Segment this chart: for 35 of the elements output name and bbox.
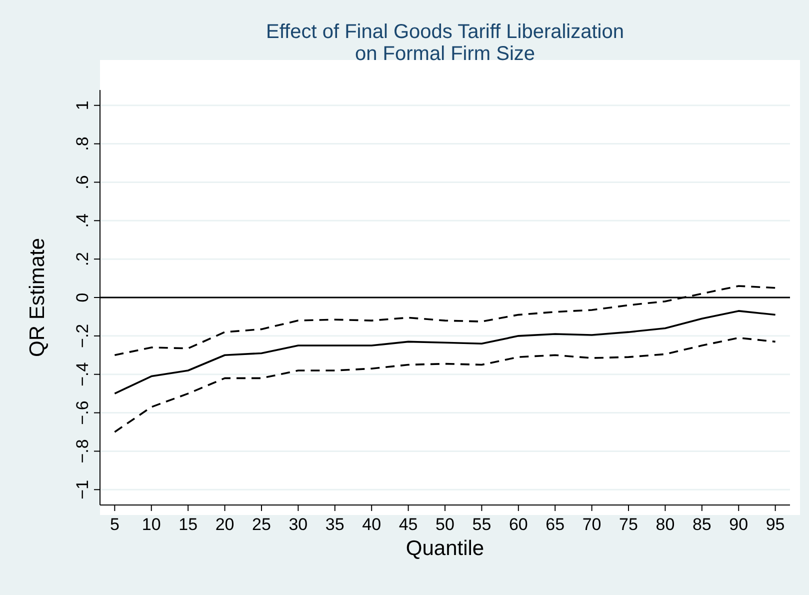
y-tick-label: 1 — [73, 100, 92, 110]
y-tick-label: .4 — [73, 214, 92, 228]
y-tick-label: .2 — [73, 252, 92, 266]
y-tick-label: −.6 — [73, 400, 92, 425]
x-tick-label: 80 — [656, 515, 675, 534]
x-tick-label: 85 — [692, 515, 712, 534]
y-tick-label: −.4 — [73, 362, 92, 386]
y-tick-label: 0 — [73, 292, 92, 302]
x-tick-label: 5 — [110, 515, 120, 534]
y-tick-label: .6 — [73, 175, 92, 190]
x-tick-label: 40 — [362, 515, 382, 534]
x-tick-label: 70 — [582, 515, 602, 534]
x-tick-label: 75 — [619, 515, 638, 534]
x-tick-label: 20 — [215, 515, 234, 534]
x-tick-label: 90 — [729, 515, 748, 534]
x-tick-label: 95 — [766, 515, 785, 534]
line-series — [114, 310, 776, 394]
chart-title: Effect of Final Goods Tariff Liberalization on Formal Firm Size — [266, 21, 624, 65]
y-tick-label: −1 — [73, 480, 92, 500]
x-tick-label: 15 — [178, 515, 198, 534]
y-tick-label: .8 — [73, 136, 92, 151]
y-axis-title: QR Estimate — [26, 238, 49, 358]
x-tick-label: 45 — [398, 515, 418, 534]
x-tick-label: 10 — [142, 515, 161, 534]
x-tick-label: 25 — [252, 515, 271, 534]
x-axis-title: Quantile — [406, 537, 484, 560]
x-tick-label: 50 — [436, 515, 454, 534]
line-series — [114, 336, 776, 433]
x-tick-label: 60 — [508, 515, 528, 534]
y-tick-label: −.2 — [73, 324, 92, 348]
x-tick-label: 55 — [472, 515, 492, 534]
x-tick-label: 30 — [288, 515, 308, 534]
x-tick-label: 65 — [546, 515, 565, 534]
y-tick-label: −.8 — [73, 439, 92, 464]
x-tick-label: 35 — [325, 515, 344, 534]
